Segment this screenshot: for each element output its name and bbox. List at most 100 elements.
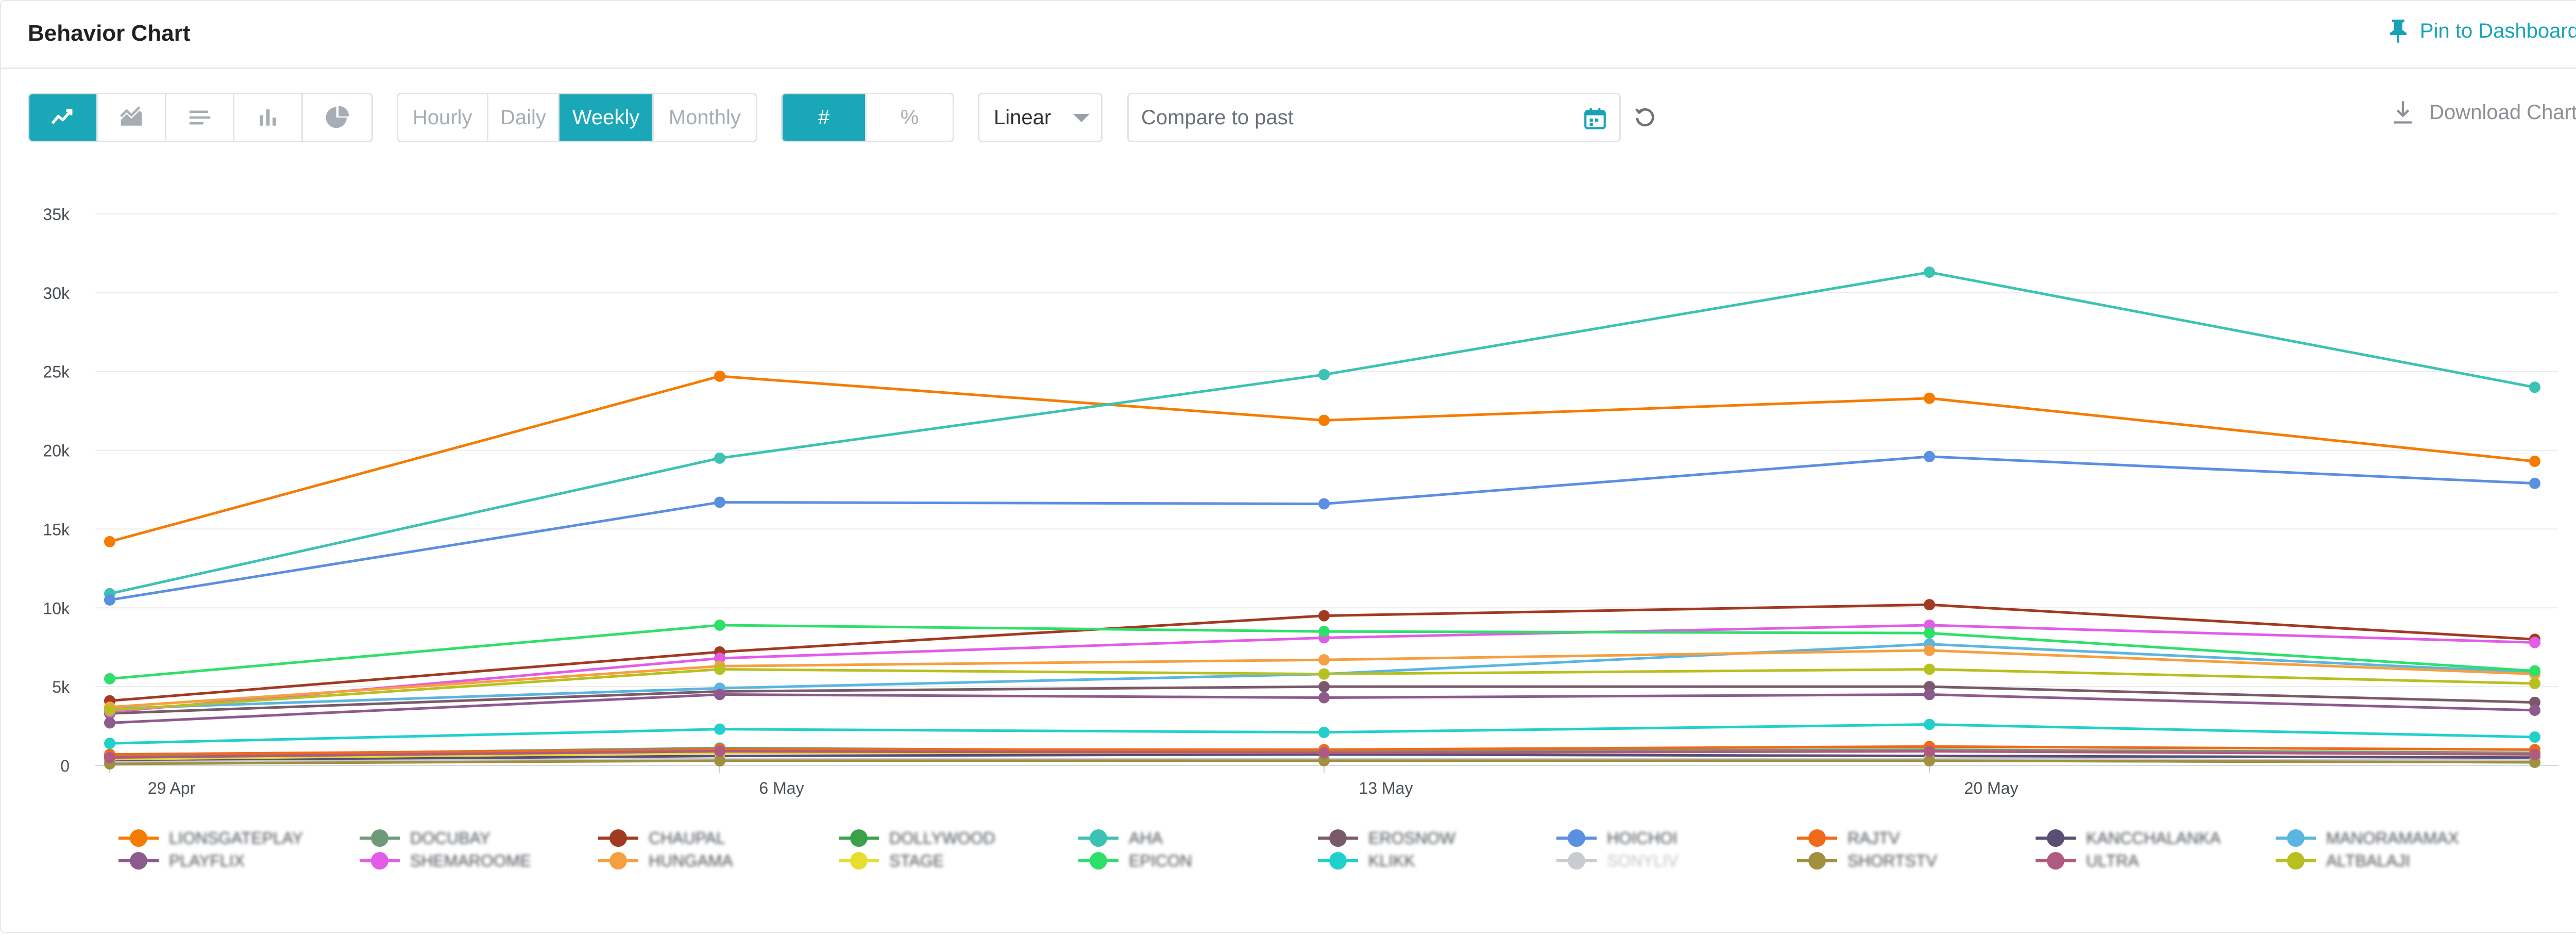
legend-item[interactable]: SONYLIV	[1556, 850, 1679, 871]
interval-daily[interactable]: Daily	[488, 94, 560, 141]
legend-item[interactable]: HOICHOI	[1556, 828, 1677, 848]
data-point-playflix[interactable]	[714, 689, 725, 700]
data-point-erosnow[interactable]	[1318, 681, 1330, 693]
area-chart-button[interactable]	[98, 94, 166, 141]
data-point-epicon[interactable]	[714, 619, 725, 631]
data-point-hungama[interactable]	[1318, 654, 1330, 666]
legend-item[interactable]: RAJTV	[1797, 828, 1900, 848]
legend-item[interactable]: ULTRA	[2036, 850, 2139, 871]
interval-hourly[interactable]: Hourly	[398, 94, 488, 141]
x-tick-label: 6 May	[759, 779, 804, 797]
data-point-ultra[interactable]	[104, 752, 115, 763]
data-point-lionsgateplay[interactable]	[1318, 414, 1330, 426]
data-point-hoichoi[interactable]	[1924, 450, 1935, 462]
data-point-erosnow[interactable]	[2529, 696, 2540, 708]
data-point-hoichoi[interactable]	[1318, 498, 1330, 510]
legend-item[interactable]: SHEMAROOME	[360, 850, 531, 871]
data-point-shemaroome[interactable]	[714, 653, 725, 664]
series-line-lionsgateplay[interactable]	[109, 375, 2535, 543]
data-point-aha[interactable]	[714, 452, 725, 464]
bar-chart-button[interactable]	[234, 94, 303, 141]
data-point-klikk[interactable]	[1924, 719, 1935, 730]
legend-item[interactable]: KANCCHALANKA	[2036, 828, 2221, 848]
legend-label: SONYLIV	[1607, 851, 1679, 870]
compare-to-past-input[interactable]: Compare to past	[1127, 93, 1621, 142]
data-point-klikk[interactable]	[714, 723, 725, 735]
data-point-lionsgateplay[interactable]	[104, 536, 115, 547]
interval-weekly[interactable]: Weekly	[560, 94, 654, 141]
pin-to-dashboard-button[interactable]: Pin to Dashboard	[2388, 19, 2576, 43]
data-point-ultra[interactable]	[1318, 747, 1330, 759]
data-point-altbalaji[interactable]	[1924, 663, 1935, 675]
reset-icon[interactable]	[1633, 105, 1657, 129]
list-view-button[interactable]	[166, 94, 235, 141]
legend-item[interactable]: PLAYFLIX	[118, 850, 245, 871]
legend-item[interactable]: STAGE	[839, 850, 944, 871]
data-point-ultra[interactable]	[714, 745, 725, 757]
legend-swatch	[1797, 828, 1837, 848]
data-point-shemaroome[interactable]	[1924, 619, 1935, 631]
legend-item[interactable]: EPICON	[1078, 850, 1192, 871]
data-point-lionsgateplay[interactable]	[714, 370, 725, 382]
data-point-altbalaji[interactable]	[104, 705, 115, 716]
data-point-epicon[interactable]	[1318, 626, 1330, 638]
data-point-ultra[interactable]	[1924, 745, 1935, 757]
data-point-playflix[interactable]	[1924, 689, 1935, 700]
data-point-chaupal[interactable]	[1318, 610, 1330, 622]
data-point-epicon[interactable]	[1924, 627, 1935, 639]
data-point-playflix[interactable]	[2529, 705, 2540, 716]
data-point-shemaroome[interactable]	[2529, 637, 2540, 648]
data-point-klikk[interactable]	[2529, 731, 2540, 743]
data-point-klikk[interactable]	[1318, 726, 1330, 738]
legend-item[interactable]: AHA	[1078, 828, 1163, 848]
data-point-lionsgateplay[interactable]	[2529, 455, 2540, 467]
data-point-erosnow[interactable]	[1924, 681, 1935, 693]
data-point-lionsgateplay[interactable]	[1924, 392, 1935, 404]
legend-item[interactable]: KLIKK	[1318, 850, 1415, 871]
data-point-shortstv[interactable]	[1318, 755, 1330, 766]
data-point-aha[interactable]	[2529, 381, 2540, 393]
data-point-shortstv[interactable]	[714, 755, 725, 766]
line-chart-button[interactable]	[29, 94, 98, 141]
legend-item[interactable]: EROSNOW	[1318, 828, 1455, 848]
data-point-playflix[interactable]	[104, 717, 115, 729]
data-point-shortstv[interactable]	[1924, 755, 1935, 766]
legend-item[interactable]: ALTBALAJI	[2276, 850, 2410, 871]
panel-header: Behavior Chart Pin to Dashboard	[0, 0, 2576, 69]
data-point-epicon[interactable]	[2529, 665, 2540, 677]
pie-chart-button[interactable]	[303, 94, 371, 141]
data-point-epicon[interactable]	[104, 673, 115, 684]
data-point-aha[interactable]	[1318, 369, 1330, 380]
data-point-hoichoi[interactable]	[2529, 477, 2540, 489]
data-point-hoichoi[interactable]	[714, 496, 725, 508]
data-point-ultra[interactable]	[2529, 748, 2540, 760]
data-point-hungama[interactable]	[1924, 644, 1935, 656]
data-point-chaupal[interactable]	[1924, 599, 1935, 611]
page-title: Behavior Chart	[28, 21, 191, 46]
legend-item[interactable]: DOLLYWOOD	[839, 828, 995, 848]
calendar-icon[interactable]	[1582, 106, 1608, 131]
legend-item[interactable]: CHAUPAL	[598, 828, 725, 848]
y-tick-label: 0	[60, 757, 70, 775]
series-line-aha[interactable]	[109, 271, 2535, 595]
data-point-klikk[interactable]	[104, 738, 115, 749]
data-point-altbalaji[interactable]	[2529, 678, 2540, 690]
unit-count[interactable]: #	[783, 94, 867, 141]
data-point-altbalaji[interactable]	[1318, 668, 1330, 680]
data-point-shortstv[interactable]	[2529, 756, 2540, 768]
data-point-altbalaji[interactable]	[714, 663, 725, 675]
scale-select[interactable]: Linear	[978, 93, 1103, 142]
data-point-hoichoi[interactable]	[104, 594, 115, 606]
legend-label: CHAUPAL	[649, 828, 725, 847]
unit-percent[interactable]: %	[900, 106, 919, 129]
download-chart-button[interactable]: Download Chart	[2391, 99, 2576, 126]
data-point-aha[interactable]	[1924, 266, 1935, 278]
interval-monthly[interactable]: Monthly	[668, 106, 741, 129]
legend-item[interactable]: DOCUBAY	[360, 828, 490, 848]
legend-item[interactable]: SHORTSTV	[1797, 850, 1937, 871]
series-line-hoichoi[interactable]	[109, 455, 2535, 602]
legend-item[interactable]: MANORAMAMAX	[2276, 828, 2459, 848]
legend-item[interactable]: LIONSGATEPLAY	[118, 828, 303, 848]
data-point-playflix[interactable]	[1318, 692, 1330, 704]
legend-item[interactable]: HUNGAMA	[598, 850, 733, 871]
